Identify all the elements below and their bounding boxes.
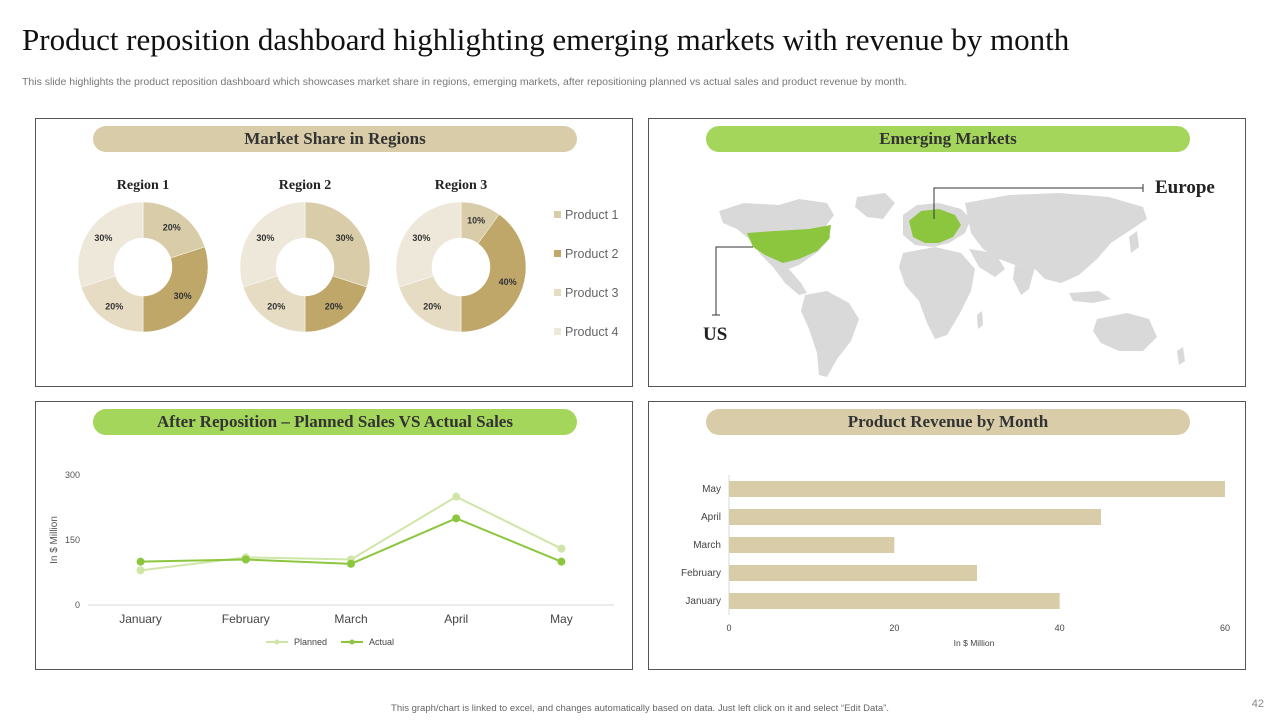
sales-panel: After Reposition – Planned Sales VS Actu…	[35, 401, 633, 670]
line-legend-label-planned: Planned	[294, 637, 327, 647]
donut-label-r3-p1: 10%	[467, 215, 485, 225]
market-share-chart: Region 1 20% 30% 20% 30% Region 2 30% 20% 20% 30%…	[77, 178, 619, 339]
bar-march	[729, 537, 895, 553]
donut-label-r2-p1: 30%	[336, 233, 354, 243]
legend-swatch-product-3	[554, 289, 561, 296]
line-x-tick-3: April	[444, 612, 468, 626]
donut-label-r3-p4: 30%	[412, 233, 430, 243]
emerging-markets-panel: Emerging Markets	[648, 118, 1246, 387]
line-point-actual-3	[347, 559, 355, 568]
bar-april	[729, 509, 1101, 525]
map-central-america	[773, 267, 807, 295]
world-map: Europe US	[703, 177, 1215, 377]
line-x-tick-1: February	[222, 612, 270, 626]
sales-line-chart: 0 150 300 In $ Million January February March A…	[49, 470, 614, 647]
donut-label-r3-p2: 40%	[499, 277, 517, 287]
emerging-markets-title: Emerging Markets	[706, 126, 1190, 152]
page-number: 42	[1251, 698, 1264, 710]
bar-x-axis-label: In $ Million	[954, 638, 995, 648]
legend-swatch-product-4	[554, 328, 561, 335]
map-us-highlight	[747, 225, 831, 263]
donut-label-r1-p2: 30%	[174, 291, 192, 301]
donut-slice-r3-p2	[460, 214, 527, 333]
page-title: Product reposition dashboard highlightin…	[22, 22, 1070, 57]
bar-category-label-february: February	[681, 568, 721, 579]
market-share-panel: Market Share in Regions Region 1 20% 30% 20…	[35, 118, 633, 387]
bar-x-tick-1: 20	[889, 623, 899, 633]
bar-category-label-march: March	[693, 540, 721, 551]
line-y-tick-1: 150	[65, 535, 80, 545]
bar-x-tick-2: 40	[1055, 623, 1065, 633]
page-subtitle: This slide highlights the product reposi…	[22, 76, 907, 88]
map-middle-east	[969, 249, 1005, 277]
line-point-planned-1	[136, 566, 145, 575]
map-europe-highlight	[909, 209, 961, 243]
line-y-tick-0: 0	[75, 600, 80, 610]
bar-february	[729, 565, 977, 581]
legend-label-product-4: Product 4	[565, 325, 619, 339]
legend-swatch-product-1	[554, 211, 561, 218]
revenue-panel: Product Revenue by Month May April March Fe…	[648, 401, 1246, 670]
map-japan	[1129, 231, 1139, 253]
bar-x-tick-0: 0	[726, 623, 731, 633]
line-y-axis-label: In $ Million	[49, 516, 60, 564]
us-callout-line	[715, 246, 753, 315]
bar-category-label-may: May	[702, 484, 721, 495]
legend-label-product-3: Product 3	[565, 286, 619, 300]
market-share-title: Market Share in Regions	[93, 126, 577, 152]
europe-label: Europe	[1155, 177, 1215, 198]
bar-category-label-april: April	[701, 512, 721, 523]
line-point-actual-2	[241, 555, 250, 564]
bar-x-tick-3: 60	[1220, 623, 1230, 633]
line-point-actual-5	[557, 557, 566, 566]
donut-title-1: Region 1	[117, 178, 170, 193]
line-point-planned-4	[452, 492, 461, 501]
line-x-tick-4: May	[550, 612, 573, 626]
line-point-planned-5	[557, 544, 566, 553]
donut-label-r2-p3: 20%	[267, 302, 285, 312]
donut-label-r1-p4: 30%	[94, 233, 112, 243]
donut-slice-r1-p2	[142, 246, 209, 333]
footer-note: This graph/chart is linked to excel, and…	[391, 703, 889, 714]
legend-label-product-1: Product 1	[565, 208, 619, 222]
legend-swatch-product-2	[554, 250, 561, 257]
revenue-title: Product Revenue by Month	[706, 409, 1190, 435]
bar-january	[729, 593, 1060, 609]
donut-slice-r1-p4	[77, 201, 144, 288]
bar-may	[729, 481, 1225, 497]
donut-title-2: Region 2	[279, 178, 332, 193]
line-x-tick-2: March	[334, 612, 367, 626]
us-label: US	[703, 324, 727, 345]
map-new-zealand	[1177, 347, 1185, 365]
map-indonesia	[1069, 291, 1111, 303]
line-x-tick-0: January	[119, 612, 162, 626]
donut-label-r1-p1: 20%	[163, 222, 181, 232]
map-madagascar	[977, 311, 983, 329]
donut-label-r1-p3: 20%	[105, 302, 123, 312]
line-point-actual-4	[452, 514, 461, 523]
line-y-tick-2: 300	[65, 470, 80, 480]
map-greenland	[855, 193, 895, 219]
map-south-america	[801, 291, 859, 377]
map-india	[1013, 265, 1035, 295]
line-point-actual-1	[136, 557, 145, 566]
donut-label-r2-p4: 30%	[256, 233, 274, 243]
bar-category-label-january: January	[685, 596, 721, 607]
donut-slice-r2-p4	[239, 201, 306, 288]
donut-label-r2-p2: 20%	[325, 302, 343, 312]
map-asia	[965, 193, 1147, 283]
sales-title: After Reposition – Planned Sales VS Actu…	[93, 409, 577, 435]
donut-title-3: Region 3	[435, 178, 488, 193]
map-australia	[1093, 313, 1157, 351]
legend-label-product-2: Product 2	[565, 247, 619, 261]
donut-label-r3-p3: 20%	[423, 302, 441, 312]
map-africa	[899, 247, 975, 339]
donut-slice-r2-p1	[304, 201, 371, 288]
europe-callout-line	[933, 187, 1143, 219]
revenue-bar-chart: May April March February January 0 20 40 60 In $ …	[681, 475, 1230, 648]
line-legend-label-actual: Actual	[369, 637, 394, 647]
donut-slice-r3-p4	[395, 201, 462, 288]
